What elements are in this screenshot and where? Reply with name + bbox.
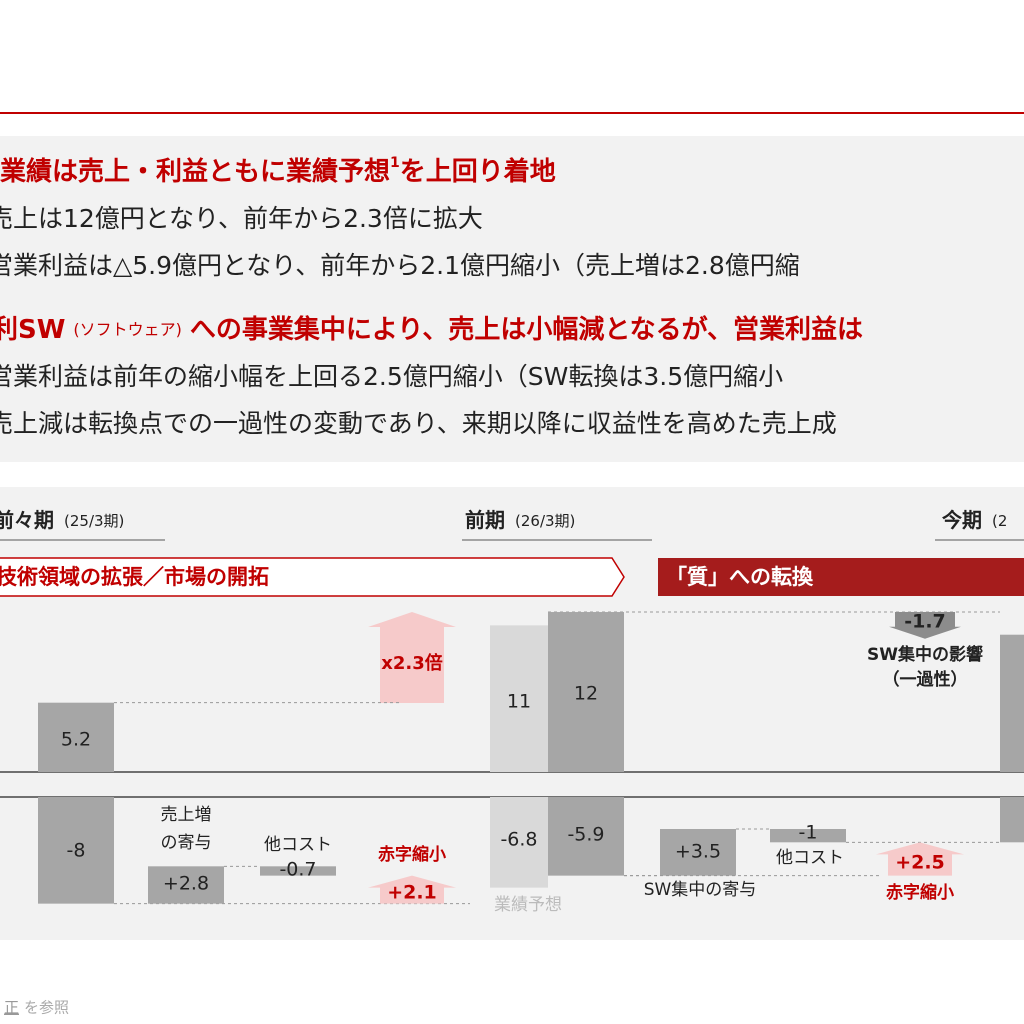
bullet: 営業利益は前年の縮小幅を上回る2.5億円縮小（SW転換は3.5億円縮小 bbox=[0, 362, 783, 391]
bar bbox=[548, 612, 624, 772]
period-name: 今期 bbox=[942, 508, 982, 532]
value-label: -1.7 bbox=[904, 611, 946, 633]
value-label: 5.2 bbox=[61, 729, 91, 751]
bar bbox=[1000, 797, 1024, 843]
bar bbox=[38, 702, 114, 772]
value-label: +2.8 bbox=[163, 873, 209, 895]
headline-tail: への事業集中により、売上は小幅減となるが、営業利益は bbox=[190, 314, 863, 345]
value-label: -8 bbox=[67, 840, 86, 862]
bar bbox=[148, 866, 224, 904]
caption: SW集中の寄与 bbox=[644, 880, 757, 900]
footer-link[interactable]: 正 bbox=[4, 999, 19, 1017]
bar bbox=[260, 866, 336, 876]
banner-text: 「質」への転換 bbox=[666, 565, 814, 589]
caption: 売上増 bbox=[161, 805, 212, 825]
headline: 利SW (ソフトウェア) への事業集中により、売上は小幅減となるが、営業利益は bbox=[0, 314, 863, 345]
banner-text: 技術領域の拡張／市場の開拓 bbox=[0, 565, 269, 589]
caption: 業績予想 bbox=[494, 895, 562, 915]
period: 前期 (26/3期) bbox=[465, 508, 575, 532]
headline-small: (ソフトウェア) bbox=[73, 320, 182, 339]
bullet: 売上減は転換点での一過性の変動であり、来期以降に収益性を高めた売上成 bbox=[0, 409, 837, 438]
value-label: 12 bbox=[574, 683, 598, 705]
bar bbox=[1000, 634, 1024, 772]
period-fy: (25/3期) bbox=[64, 512, 124, 530]
headline-text: 業績は売上・利益ともに業績予想 bbox=[0, 157, 390, 187]
value-label: +3.5 bbox=[675, 841, 721, 863]
banner bbox=[0, 557, 625, 597]
caption: 赤字縮小 bbox=[378, 844, 446, 865]
summary-box bbox=[0, 136, 1024, 462]
bar bbox=[38, 797, 114, 904]
impact-arrow bbox=[889, 612, 961, 639]
bar bbox=[548, 797, 624, 876]
headline: 業績は売上・利益ともに業績予想1を上回り着地 bbox=[0, 155, 556, 187]
period: 今期 (2 bbox=[942, 508, 1007, 532]
footnote-mark: 1 bbox=[390, 155, 400, 171]
value-label: -0.7 bbox=[279, 859, 316, 881]
headline-tail: を上回り着地 bbox=[400, 156, 556, 187]
bar bbox=[490, 797, 548, 888]
period-fy: (2 bbox=[992, 512, 1007, 530]
bullet: 営業利益は△5.9億円となり、前年から2.1億円縮小（売上増は2.8億円縮 bbox=[0, 251, 800, 280]
value-label: -6.8 bbox=[500, 829, 537, 851]
banner bbox=[658, 558, 1024, 596]
bar bbox=[660, 828, 736, 876]
period: 前々期 (25/3期) bbox=[0, 508, 124, 532]
value-label: 11 bbox=[507, 691, 531, 713]
caption: の寄与 bbox=[161, 833, 212, 853]
value-label: +2.1 bbox=[387, 882, 437, 904]
caption: 他コスト bbox=[776, 848, 844, 868]
improvement-arrow bbox=[876, 842, 964, 876]
bar bbox=[490, 625, 548, 772]
footer-text: を参照 bbox=[24, 999, 69, 1017]
growth-label: x2.3倍 bbox=[381, 652, 443, 674]
caption: 赤字縮小 bbox=[886, 882, 954, 903]
value-label: +2.5 bbox=[895, 852, 945, 874]
period-name: 前期 bbox=[465, 508, 505, 532]
period-fy: (26/3期) bbox=[515, 512, 575, 530]
value-label: -1 bbox=[799, 822, 818, 844]
bar bbox=[770, 828, 846, 843]
headline-lead: 利SW bbox=[0, 315, 65, 345]
caption: 他コスト bbox=[264, 835, 332, 855]
caption: （一過性） bbox=[883, 669, 968, 690]
period-name: 前々期 bbox=[0, 508, 54, 532]
caption: SW集中の影響 bbox=[867, 644, 983, 665]
bullet: 売上は12億円となり、前年から2.3倍に拡大 bbox=[0, 204, 483, 233]
improvement-arrow bbox=[368, 875, 456, 904]
growth-arrow bbox=[368, 612, 456, 703]
value-label: -5.9 bbox=[567, 824, 604, 846]
